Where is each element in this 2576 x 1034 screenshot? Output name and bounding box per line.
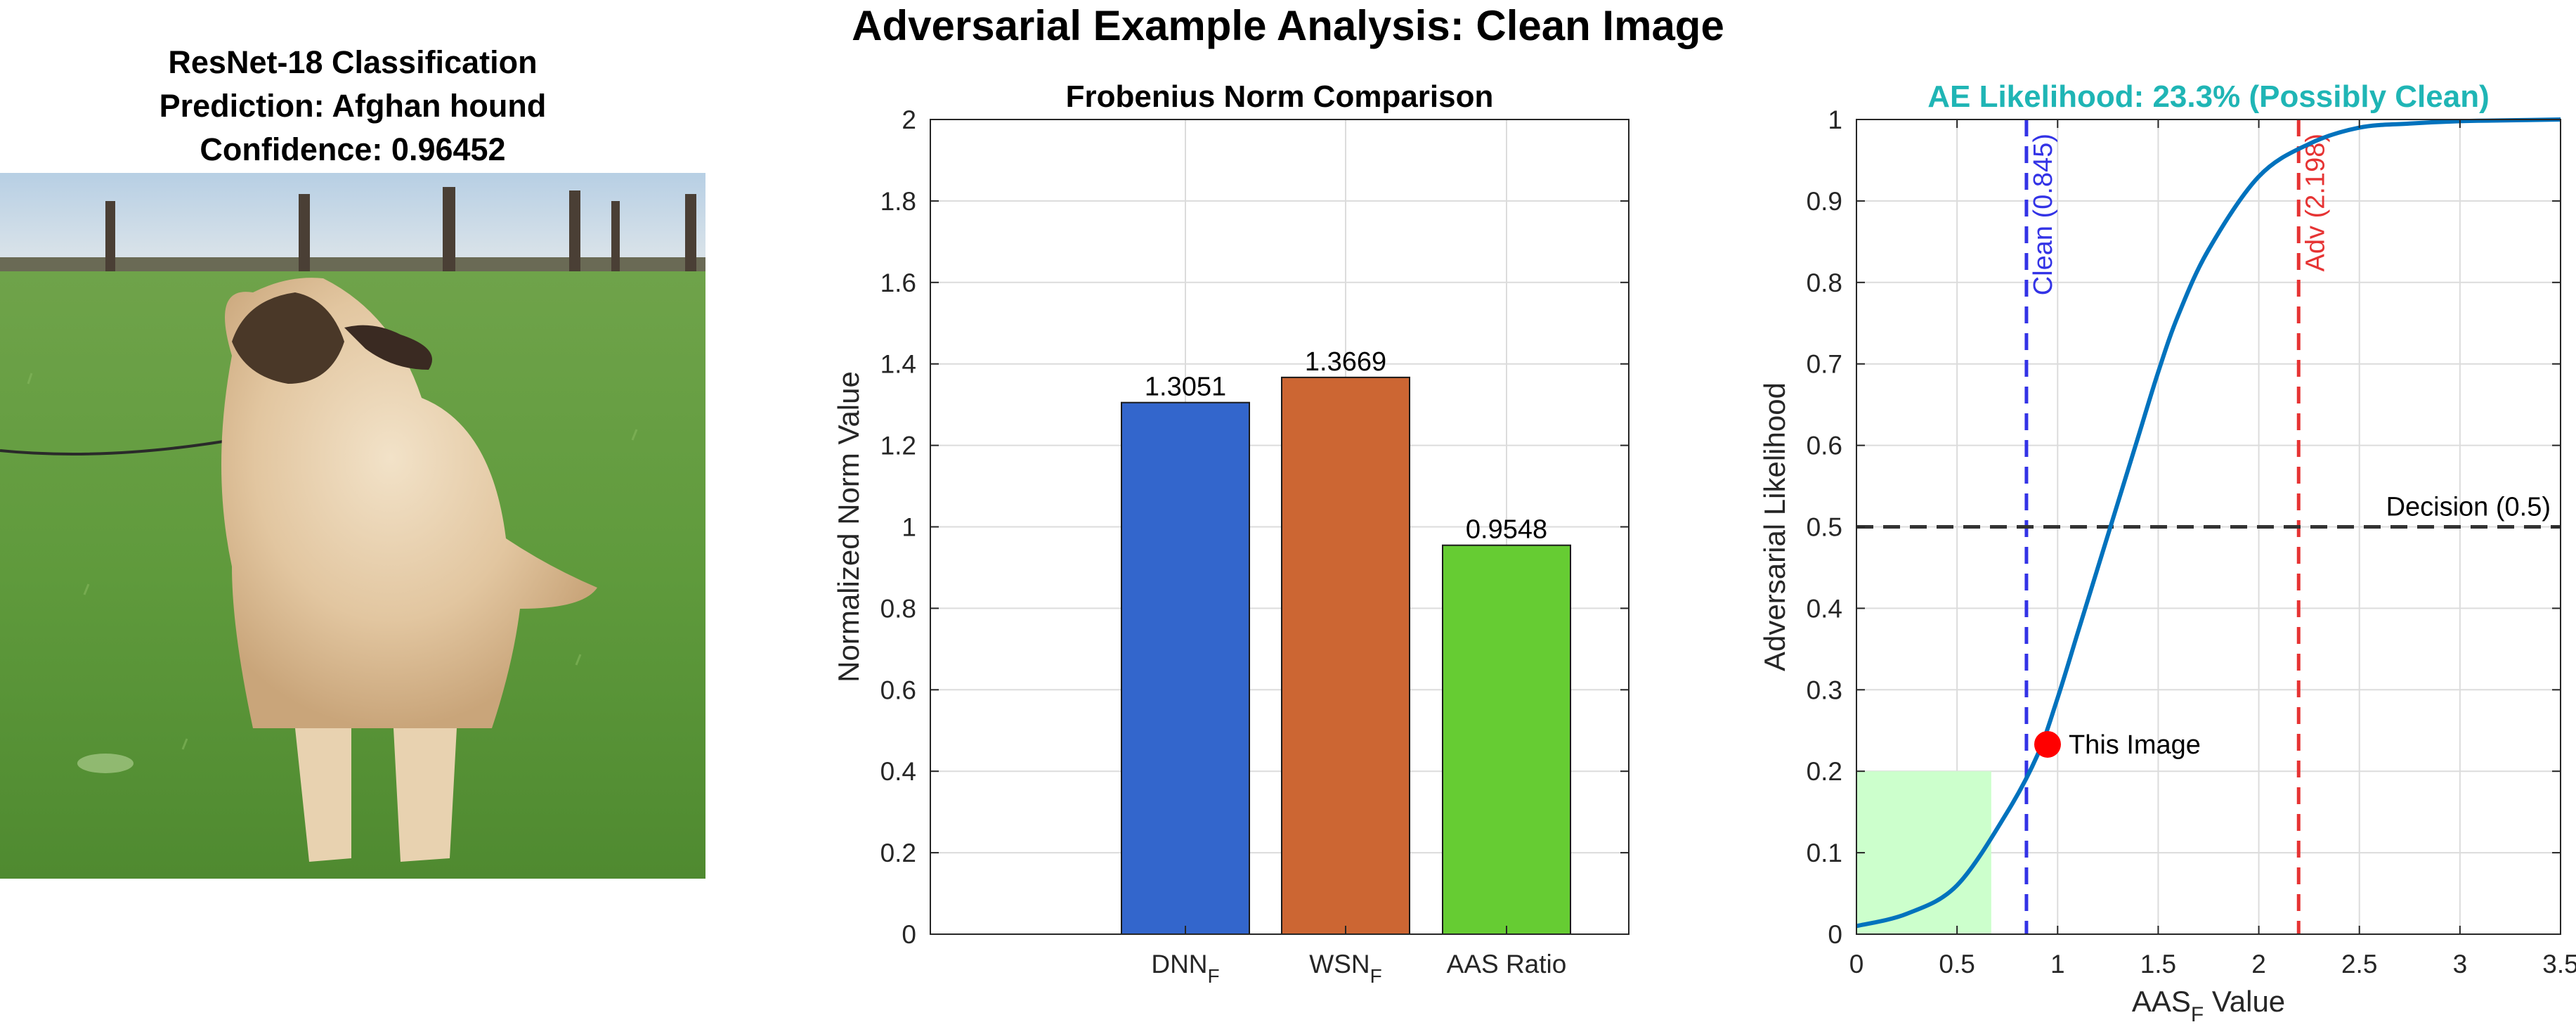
likelihood-curve (1856, 117, 2561, 929)
bar-y-tick-label: 1 (902, 513, 916, 542)
bar-chart-title: Frobenius Norm Comparison (1066, 79, 1494, 114)
line-y-tick-label: 0.6 (1807, 432, 1842, 460)
bar-series: 1.3051 1.3669 0.9548 (1121, 347, 1571, 935)
bar-y-axis-label: Normalized Norm Value (832, 371, 865, 683)
bar-x-tick-label: WSNF (1309, 950, 1381, 987)
line-y-axis-label: Adversarial Likelihood (1758, 382, 1791, 671)
line-y-tick-label: 0.3 (1807, 676, 1842, 704)
bar-value-label: 0.9548 (1466, 515, 1547, 545)
bar-y-tick-label: 0.4 (880, 757, 916, 786)
bar-x-axis: DNNF WSNF AAS Ratio (1151, 926, 1566, 987)
line-y-tick-label: 1 (1828, 105, 1842, 134)
bar-2 (1281, 376, 1410, 935)
bar-y-tick-label: 0.8 (880, 594, 916, 623)
line-y-tick-label: 0.1 (1807, 839, 1842, 867)
line-x-tick-label: 2 (2251, 950, 2266, 978)
clean-shaded-region (1856, 771, 1991, 934)
line-y-axis: 0 0.1 0.2 0.3 0.4 0.5 0.6 0.7 0.8 0.9 1 (1807, 105, 2561, 949)
bar-y-tick-label: 1.4 (880, 350, 916, 379)
line-y-tick-label: 0.7 (1807, 350, 1842, 379)
bar-y-tick-label: 0 (902, 920, 916, 949)
line-x-tick-label: 1.5 (2140, 950, 2176, 978)
bar-y-tick-label: 0.6 (880, 676, 916, 704)
bar-chart: 1.3051 1.3669 0.9548 0 0.2 0.4 0.6 0.8 1 1.2 1.4 1… (832, 79, 1629, 987)
line-x-tick-label: 0 (1849, 950, 1864, 978)
image-panel-title-line3: Confidence: 0.96452 (200, 131, 506, 167)
bar-3 (1442, 544, 1571, 935)
bar-value-label: 1.3669 (1305, 347, 1386, 377)
dog-photo (0, 173, 705, 879)
line-y-tick-label: 0.2 (1807, 757, 1842, 786)
line-chart-title: AE Likelihood: 23.3% (Possibly Clean) (1927, 79, 2490, 114)
bar-y-axis: 0 0.2 0.4 0.6 0.8 1 1.2 1.4 1.6 1.8 2 (880, 105, 1629, 949)
image-panel-title-line1: ResNet-18 Classification (168, 44, 538, 80)
bar-axes-box (930, 119, 1629, 935)
bar-y-tick-label: 1.8 (880, 187, 916, 216)
line-x-axis: 0 0.5 1 1.5 2 2.5 3 3.5 (1849, 119, 2576, 978)
bar-x-tick-label: DNNF (1151, 950, 1219, 987)
bar-1 (1121, 401, 1250, 935)
this-image-point (2034, 730, 2061, 758)
line-x-tick-label: 1 (2050, 950, 2065, 978)
bar-value-label: 1.3051 (1145, 373, 1226, 402)
line-x-tick-label: 3.5 (2542, 950, 2576, 978)
line-x-tick-label: 3 (2453, 950, 2468, 978)
bar-y-tick-label: 1.2 (880, 432, 916, 460)
line-axes-box (1856, 119, 2561, 935)
figure-title: Adversarial Example Analysis: Clean Imag… (852, 2, 1724, 49)
reference-line-label: Decision (0.5) (2386, 493, 2551, 522)
line-x-axis-label: AASF Value (2132, 985, 2285, 1026)
line-x-tick-label: 0.5 (1939, 950, 1975, 978)
this-image-label: This Image (2069, 730, 2201, 760)
reference-line-label: Clean (0.845) (2029, 134, 2058, 295)
bar-y-tick-label: 2 (902, 105, 916, 134)
line-x-tick-label: 2.5 (2341, 950, 2377, 978)
line-y-tick-label: 0 (1828, 920, 1842, 949)
bar-x-tick-label: AAS Ratio (1447, 950, 1567, 978)
bar-y-tick-label: 1.6 (880, 269, 916, 297)
line-y-tick-label: 0.8 (1807, 269, 1842, 297)
reference-lines: Clean (0.845) Adv (2.198) Decision (0.5) (1856, 119, 2561, 934)
line-y-tick-label: 0.5 (1807, 513, 1842, 542)
reference-line-label: Adv (2.198) (2301, 134, 2330, 271)
line-chart: Clean (0.845) Adv (2.198) Decision (0.5) 0… (1758, 79, 2576, 1026)
image-panel-title-line2: Prediction: Afghan hound (159, 88, 547, 124)
line-y-tick-label: 0.4 (1807, 594, 1842, 623)
bar-y-tick-label: 0.2 (880, 839, 916, 867)
line-y-tick-label: 0.9 (1807, 187, 1842, 216)
